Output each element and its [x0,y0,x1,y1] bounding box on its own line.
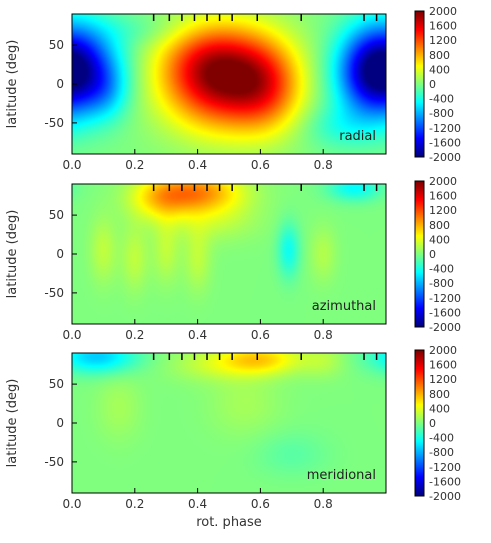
colorbar-tick-label: -400 [429,432,454,445]
y-tick-label: -50 [44,455,64,469]
colorbar-tick-label: -2000 [429,321,461,334]
colorbar-tick-label: -800 [429,107,454,120]
colorbar-tick-label: 0 [429,78,436,91]
x-tick-label: 0.4 [188,497,207,511]
panel-label: radial [339,129,376,144]
colorbar-gradient [415,181,424,327]
colorbar-frame [414,180,425,328]
y-axis-label: latitude (deg) [5,210,20,299]
colorbar-tick-label: 2000 [429,175,457,188]
colorbar-tick-label: 0 [429,417,436,430]
colorbar-gradient [415,350,424,496]
colorbar-tick-label: 2000 [429,5,457,18]
x-axis-label: rot. phase [196,515,262,530]
x-tick-label: 0.8 [314,328,333,342]
x-tick-label: 0.0 [62,328,81,342]
colorbar-gradient [415,11,424,157]
x-tick-label: 0.2 [125,328,144,342]
colorbar-tick-label: 800 [429,219,450,232]
x-tick-label: 0.2 [125,497,144,511]
colorbar-tick-label: 400 [429,233,450,246]
colorbar-tick-label: -1200 [429,461,461,474]
colorbar-tick-label: -800 [429,277,454,290]
heatmap-image [72,14,386,154]
colorbar-tick-label: -800 [429,446,454,459]
x-tick-label: 0.6 [251,328,270,342]
heatmap-image [72,184,386,324]
colorbar-tick-label: 1600 [429,359,457,372]
colorbar-tick-label: -1600 [429,306,461,319]
colorbar-tick-label: -1200 [429,122,461,135]
colorbar-tick-label: 0 [429,248,436,261]
colorbar-tick-label: -1600 [429,136,461,149]
colorbar-tick-label: -2000 [429,151,461,164]
x-tick-label: 0.2 [125,158,144,172]
y-axis-label: latitude (deg) [5,40,20,129]
x-tick-label: 0.0 [62,497,81,511]
y-tick-label: 50 [49,377,64,391]
panel-label: azimuthal [312,299,376,314]
y-tick-label: -50 [44,116,64,130]
x-tick-label: 0.4 [188,328,207,342]
panel-label: meridional [307,468,376,483]
x-tick-label: 0.0 [62,158,81,172]
colorbar-tick-label: -1600 [429,475,461,488]
colorbar-tick-label: 400 [429,402,450,415]
y-tick-label: -50 [44,286,64,300]
colorbar-tick-label: 1600 [429,20,457,33]
colorbar-tick-label: -400 [429,263,454,276]
colorbar-tick-label: 800 [429,49,450,62]
colorbar-tick-label: 2000 [429,344,457,357]
y-axis-label: latitude (deg) [5,379,20,468]
colorbar-tick-label: 1200 [429,34,457,47]
heatmap-image [72,353,386,493]
y-tick-label: 50 [49,38,64,52]
y-tick-label: 0 [56,77,64,91]
colorbar-tick-label: -400 [429,93,454,106]
x-tick-label: 0.4 [188,158,207,172]
heatmap-panel-1: 0.0 0.2 0.4 0.6 0.8 50 0 -50 latitude (deg) radia… [5,5,461,172]
colorbar-frame [414,349,425,497]
colorbar-tick-label: 800 [429,388,450,401]
heatmap-panel-2: 0.0 0.2 0.4 0.6 0.8 50 0 -50 latitude (deg) azimu… [5,175,461,342]
colorbar-tick-label: -1200 [429,292,461,305]
colorbar-tick-label: 1600 [429,190,457,203]
x-tick-label: 0.8 [314,497,333,511]
x-tick-label: 0.8 [314,158,333,172]
heatmap-panel-3: 0.0 0.2 0.4 0.6 0.8 50 0 -50 latitude (deg) merid… [5,344,461,530]
y-tick-label: 50 [49,208,64,222]
colorbar-tick-label: 1200 [429,373,457,386]
colorbar-tick-label: 400 [429,63,450,76]
colorbar-tick-label: 1200 [429,204,457,217]
y-tick-label: 0 [56,416,64,430]
colorbar-tick-label: -2000 [429,490,461,503]
x-tick-label: 0.6 [251,497,270,511]
x-tick-label: 0.6 [251,158,270,172]
y-tick-label: 0 [56,247,64,261]
colorbar-frame [414,10,425,158]
